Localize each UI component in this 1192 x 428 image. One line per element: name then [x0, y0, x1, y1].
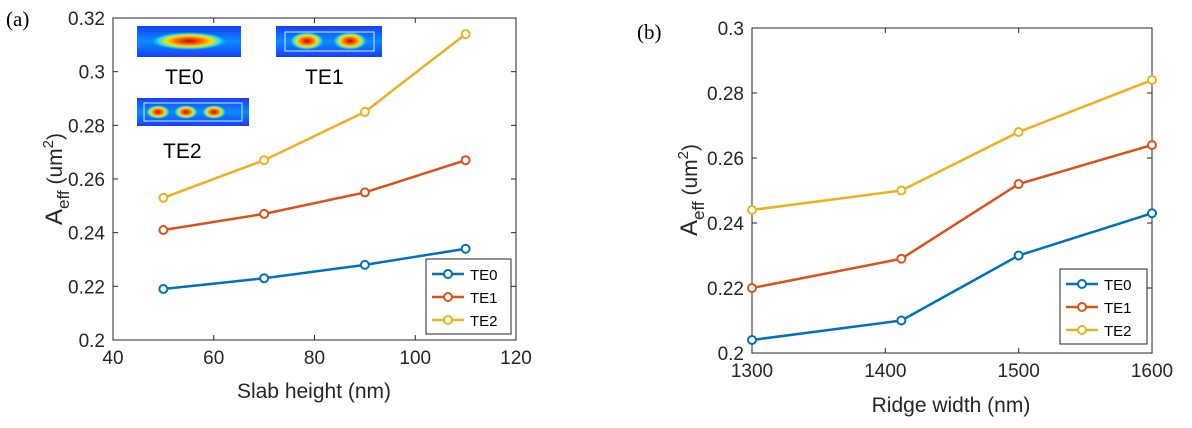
legend-b-label-te1: TE1: [1104, 300, 1132, 317]
data-point-b-te2: [1147, 75, 1157, 85]
legend-a: TE0 TE1 TE2: [425, 258, 512, 335]
x-tick-label-a: 60: [203, 348, 224, 369]
y-axis-title-a: Aeff (um2): [40, 133, 73, 225]
x-tick-label-b: 1500: [998, 361, 1040, 382]
x-tick-label-a: 100: [399, 348, 431, 369]
data-point-a-te0: [460, 243, 471, 254]
data-point-b-te1: [896, 253, 907, 264]
legend-a-box: [425, 258, 512, 335]
legend-a-label-te2: TE2: [470, 313, 498, 330]
x-tick-label-b: 1300: [731, 361, 773, 382]
legend-b-label-te0: TE0: [1104, 277, 1132, 294]
y-axis-title-b-main: A: [676, 220, 703, 236]
y-axis-title-a-close: ): [44, 133, 67, 140]
series-line-a-te0: [163, 247, 466, 291]
legend-b-entry-te1: TE1: [1066, 300, 1132, 317]
legend-b: TE0 TE1 TE2: [1059, 268, 1148, 345]
y-axis-title-b-sup: 2: [675, 151, 692, 159]
y-tick-label-b: 0.3: [718, 19, 744, 40]
y-tick-label-b: 0.22: [707, 279, 744, 300]
y-tick-label-a: 0.2: [79, 331, 105, 352]
y-tick-label-b: 0.24: [707, 214, 744, 235]
chart-panel-b: (b) 1300 1400 1500 1600 0.2 0.22 0.24 0.26 0.28 0…: [637, 19, 1173, 417]
inset-mode-te0: TE0: [137, 26, 241, 89]
data-point-a-te2: [460, 29, 471, 40]
data-point-a-te1: [359, 187, 370, 198]
data-point-b-te1: [1013, 179, 1024, 189]
legend-a-entry-te0: TE0: [432, 267, 498, 284]
data-point-a-te0: [158, 284, 169, 295]
plot-frame-b: [751, 27, 1153, 354]
y-tick-label-a: 0.22: [68, 277, 105, 298]
x-tick-label-b: 1400: [864, 361, 906, 382]
x-tick-label-b: 1600: [1131, 361, 1173, 382]
data-point-a-te2: [359, 106, 370, 117]
y-axis-title-b-sub: eff: [689, 201, 708, 220]
y-tick-label-a: 0.26: [68, 170, 105, 191]
inset-label-te2: TE2: [163, 140, 202, 163]
legend-a-entry-te2: TE2: [432, 313, 498, 330]
y-axis-title-a-sub: eff: [54, 190, 73, 209]
x-axis-title-b: Ridge width (nm): [872, 394, 1031, 417]
y-tick-label-a: 0.28: [68, 116, 105, 137]
data-point-b-te0: [1147, 208, 1157, 219]
data-point-b-te2: [896, 185, 907, 196]
data-point-a-te1: [158, 224, 169, 235]
y-axis-title-a-sup: 2: [40, 140, 57, 148]
series-line-b-te1: [751, 143, 1153, 290]
y-axis-title-a-unit: (um: [44, 148, 67, 190]
x-tick-label-a: 40: [102, 348, 123, 369]
x-tick-label-a: 120: [500, 348, 532, 369]
y-axis-title-b-unit: (um: [679, 159, 702, 201]
legend-a-entry-te1: TE1: [432, 290, 498, 307]
data-point-b-te2: [1013, 127, 1024, 137]
legend-a-label-te1: TE1: [470, 290, 498, 307]
y-tick-label-b: 0.2: [718, 344, 744, 365]
data-point-a-te1: [259, 208, 270, 219]
data-point-b-te0: [896, 315, 907, 326]
inset-mode-te1: TE1: [276, 26, 382, 89]
series-line-b-te2: [751, 78, 1153, 212]
y-tick-label-b: 0.28: [707, 84, 744, 105]
legend-b-label-te2: TE2: [1104, 323, 1132, 340]
inset-label-te0: TE0: [165, 66, 204, 89]
inset-mode-te2: TE2: [137, 98, 249, 163]
y-tick-label-a: 0.3: [79, 63, 105, 84]
panel-label-b: (b): [637, 20, 662, 44]
data-point-a-te1: [460, 155, 471, 166]
x-axis-title-a: Slab height (nm): [237, 380, 391, 403]
data-point-b-te2: [747, 205, 757, 215]
data-point-a-te0: [359, 259, 370, 270]
legend-b-entry-te2: TE2: [1066, 323, 1132, 340]
data-point-b-te1: [1147, 140, 1157, 150]
data-point-b-te0: [1013, 250, 1024, 261]
y-tick-label-a: 0.32: [68, 9, 105, 30]
x-tick-label-a: 80: [304, 348, 325, 369]
y-tick-label-b: 0.26: [707, 149, 744, 170]
data-point-b-te1: [747, 283, 757, 293]
data-point-a-te0: [259, 273, 270, 284]
y-axis-title-b: Aeff (um2): [675, 144, 708, 236]
chart-panel-a: (a) 40 60 80 100 120 0.2 0.22 0.24 0.26 0.28 0.3 0.…: [6, 7, 532, 403]
y-tick-label-a: 0.24: [68, 224, 105, 245]
y-axis-title-a-main: A: [41, 209, 68, 225]
panel-label-a: (a): [6, 7, 29, 31]
series-line-a-te2: [162, 33, 467, 199]
legend-a-label-te0: TE0: [470, 267, 498, 284]
series-line-b-te0: [751, 212, 1153, 342]
data-point-a-te2: [259, 155, 270, 166]
y-axis-title-b-close: ): [679, 144, 702, 151]
series-line-a-te1: [163, 159, 467, 232]
inset-label-te1: TE1: [305, 66, 344, 89]
data-point-b-te0: [747, 335, 757, 345]
data-point-a-te2: [158, 192, 169, 203]
legend-b-entry-te0: TE0: [1066, 277, 1132, 294]
